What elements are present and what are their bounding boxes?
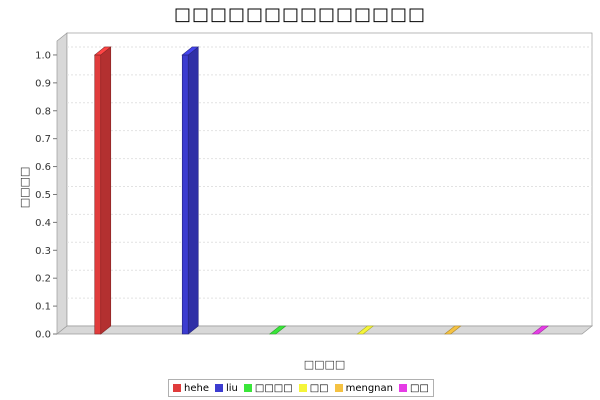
y-tick-label: 0.7: [35, 134, 51, 145]
legend-label: □□□□: [254, 382, 293, 394]
y-tick-label: 1.0: [35, 50, 51, 61]
bar-side-hehe: [100, 46, 112, 335]
y-tick-label: 0.4: [35, 218, 51, 229]
y-tick-label: 0.3: [35, 246, 51, 257]
legend-label: hehe: [184, 382, 209, 394]
legend-label: liu: [225, 382, 238, 394]
y-tick-label: 0.5: [35, 190, 51, 201]
legend-swatch: [173, 384, 181, 392]
legend-swatch: [334, 384, 343, 392]
legend-item: liu: [214, 382, 238, 394]
legend-item: mengnan: [334, 382, 393, 394]
legend-swatch: [214, 384, 223, 392]
legend-item: hehe: [173, 383, 209, 394]
y-tick-label: 0.9: [35, 78, 51, 89]
legend-swatch: [243, 384, 252, 392]
bar-□□□□: [268, 325, 287, 335]
legend-swatch: [398, 384, 407, 392]
floor: [56, 325, 593, 335]
y-tick-label: 0.8: [35, 106, 51, 117]
y-tick-label: 0.2: [35, 274, 51, 285]
legend-item: □□: [398, 382, 429, 394]
legend-item: □□: [298, 382, 329, 394]
legend-item: □□□□: [243, 382, 293, 394]
legend-label: mengnan: [345, 382, 393, 394]
bar-□□: [531, 325, 550, 335]
chart-title: □□□□□□□□□□□□□□: [173, 4, 427, 25]
plot-background: [66, 32, 593, 327]
y-tick-label: 0.1: [35, 302, 51, 313]
bar-liu: [181, 54, 189, 335]
legend-label: □□: [409, 382, 429, 394]
bar-mengnan: [443, 325, 462, 335]
y-axis-label: □□□□: [18, 167, 31, 209]
bar-top-hehe: [93, 46, 112, 56]
x-axis-label: □□□□: [304, 358, 346, 371]
bar-side-liu: [187, 46, 199, 335]
legend-swatch: [298, 384, 307, 392]
side-wall: [56, 32, 68, 335]
legend-label: □□: [309, 382, 329, 394]
y-tick-label: 0.6: [35, 162, 51, 173]
bar-□□: [356, 325, 375, 335]
y-tick-label: 0.0: [35, 330, 51, 341]
bar-hehe: [94, 54, 102, 335]
bar-top-liu: [181, 46, 200, 56]
chart-legend: hehe liu □□□□ □□ mengnan □□: [168, 379, 434, 397]
